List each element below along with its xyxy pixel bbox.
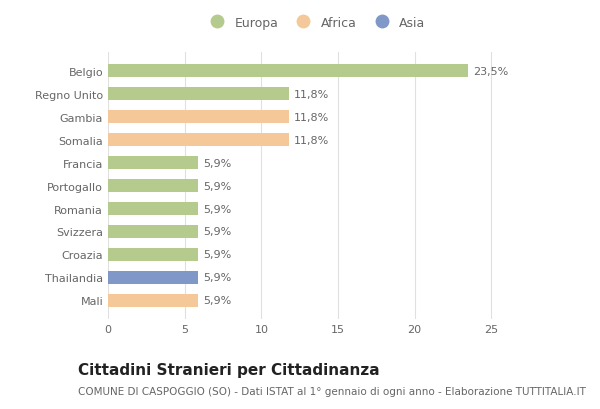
Text: 5,9%: 5,9% [203, 227, 232, 237]
Bar [108, 249, 199, 261]
Bar [108, 294, 199, 307]
Legend: Europa, Africa, Asia: Europa, Africa, Asia [199, 11, 430, 34]
Text: 23,5%: 23,5% [473, 67, 508, 76]
Text: COMUNE DI CASPOGGIO (SO) - Dati ISTAT al 1° gennaio di ogni anno - Elaborazione : COMUNE DI CASPOGGIO (SO) - Dati ISTAT al… [78, 387, 586, 396]
Bar [108, 134, 289, 146]
Text: Cittadini Stranieri per Cittadinanza: Cittadini Stranieri per Cittadinanza [78, 362, 380, 377]
Bar [108, 111, 289, 124]
Text: 5,9%: 5,9% [203, 181, 232, 191]
Text: 11,8%: 11,8% [293, 135, 329, 145]
Bar [108, 272, 199, 284]
Bar [108, 65, 469, 78]
Bar [108, 88, 289, 101]
Text: 5,9%: 5,9% [203, 250, 232, 260]
Bar [108, 180, 199, 192]
Bar [108, 203, 199, 215]
Bar [108, 226, 199, 238]
Text: 11,8%: 11,8% [293, 112, 329, 122]
Text: 5,9%: 5,9% [203, 273, 232, 283]
Text: 5,9%: 5,9% [203, 296, 232, 306]
Text: 5,9%: 5,9% [203, 158, 232, 168]
Bar [108, 157, 199, 169]
Text: 5,9%: 5,9% [203, 204, 232, 214]
Text: 11,8%: 11,8% [293, 90, 329, 99]
